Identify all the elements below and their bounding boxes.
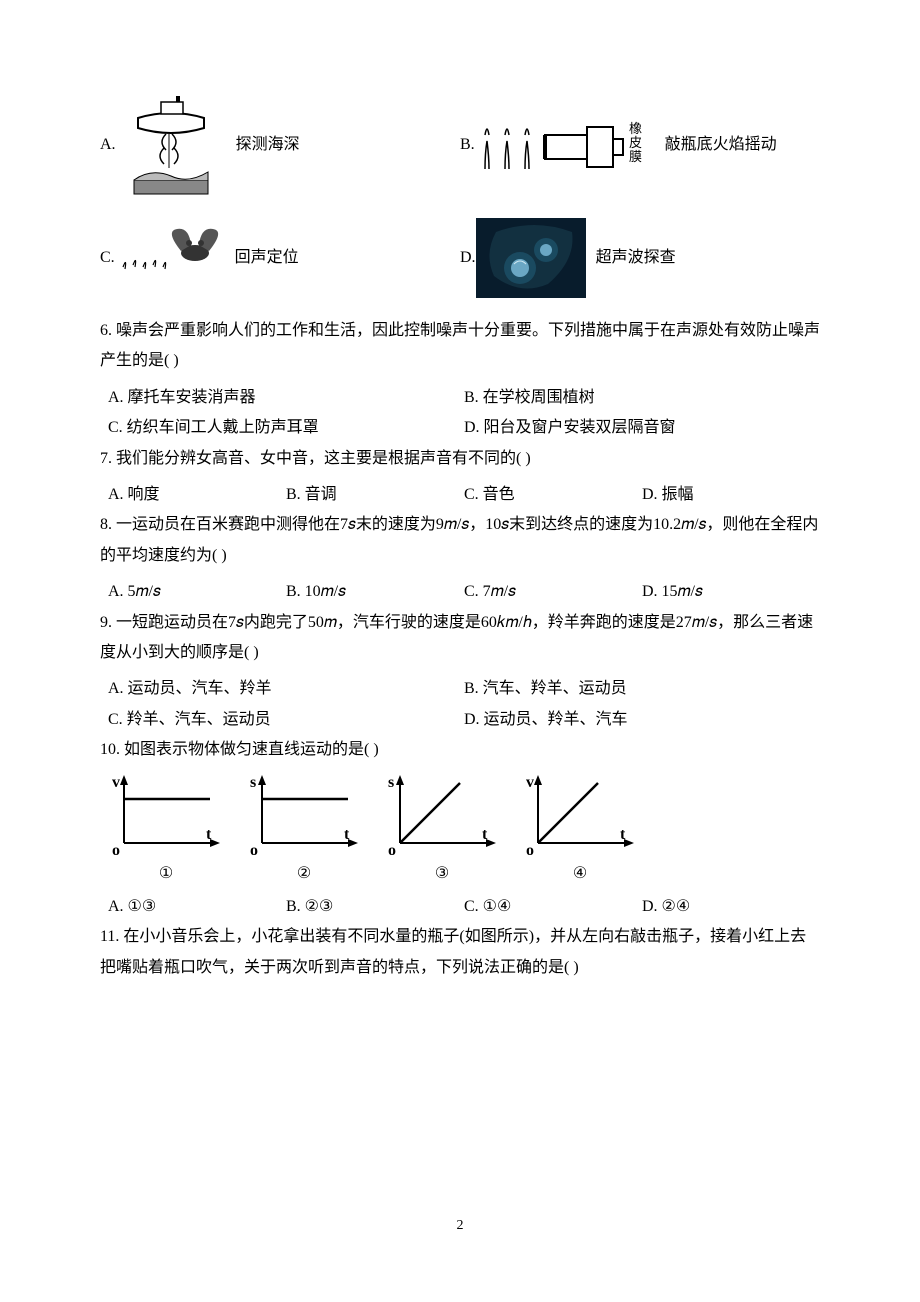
q6-stem: 噪声会严重影响人们的工作和生活，因此控制噪声十分重要。下列措施中属于在声源处有效… [100, 322, 820, 369]
q5-c-label: 回声定位 [235, 243, 299, 273]
svg-text:o: o [112, 842, 120, 859]
q7-opt-d: D. 振幅 [642, 480, 820, 510]
svg-text:s: s [388, 774, 394, 791]
q7-opt-c: C. 音色 [464, 480, 642, 510]
q5-a-label: 探测海深 [236, 130, 300, 160]
q8-options: A. 5𝑚/𝑠 B. 10𝑚/𝑠 C. 7𝑚/𝑠 D. 15𝑚/𝑠 [100, 577, 820, 607]
q7-opt-a: A. 响度 [108, 480, 286, 510]
svg-text:皮: 皮 [629, 135, 642, 150]
svg-text:v: v [112, 774, 120, 791]
svg-text:t: t [482, 826, 488, 843]
q10: 10. 如图表示物体做匀速直线运动的是( ) [100, 735, 820, 765]
q5-option-a: A. 探测海深 [100, 90, 460, 200]
q5-d-letter: D. [460, 243, 476, 273]
svg-text:t: t [620, 826, 626, 843]
q5-b-label: 敲瓶底火焰摇动 [665, 130, 777, 160]
q6: 6. 噪声会严重影响人们的工作和生活，因此控制噪声十分重要。下列措施中属于在声源… [100, 316, 820, 377]
q10-chart-1-label: ① [106, 859, 226, 889]
q9-opt-b: B. 汽车、羚羊、运动员 [464, 674, 820, 704]
q10-stem: 如图表示物体做匀速直线运动的是( ) [124, 741, 379, 758]
svg-text:t: t [206, 826, 212, 843]
q5-a-letter: A. [100, 130, 116, 160]
q8-stem: 一运动员在百米赛跑中测得他在7𝑠末的速度为9𝑚/𝑠，10𝑠末到达终点的速度为10… [100, 516, 818, 563]
q5-b-letter: B. [460, 130, 475, 160]
q6-opt-d: D. 阳台及窗户安装双层隔音窗 [464, 413, 820, 443]
q5-option-c: C. 回声定位 [100, 223, 460, 293]
q10-opt-a: A. ①③ [108, 892, 286, 922]
svg-text:o: o [388, 842, 396, 859]
svg-text:o: o [250, 842, 258, 859]
svg-text:s: s [250, 774, 256, 791]
q5-d-image [476, 218, 586, 298]
q10-chart-4: v t o ④ [520, 771, 640, 889]
svg-text:橡: 橡 [629, 121, 642, 136]
q10-chart-2-label: ② [244, 859, 364, 889]
svg-text:v: v [526, 774, 534, 791]
q6-opt-c: C. 纺织车间工人戴上防声耳罩 [108, 413, 464, 443]
svg-text:t: t [344, 826, 350, 843]
svg-text:o: o [526, 842, 534, 859]
page-number: 2 [100, 1213, 820, 1240]
q9-opt-c: C. 羚羊、汽车、运动员 [108, 705, 464, 735]
q9-stem: 一短跑运动员在7𝑠内跑完了50𝑚，汽车行驶的速度是60𝑘𝑚/ℎ，羚羊奔跑的速度是… [100, 614, 813, 661]
q8-opt-a: A. 5𝑚/𝑠 [108, 577, 286, 607]
q5-option-d: D. 超声波探查 [460, 218, 820, 298]
q5-c-image [115, 223, 225, 293]
q7-options: A. 响度 B. 音调 C. 音色 D. 振幅 [100, 480, 820, 510]
q5-option-b: B. 橡 皮 膜 敲瓶底火焰摇动 [460, 113, 820, 177]
q11-stem: 在小小音乐会上，小花拿出装有不同水量的瓶子(如图所示)，并从左向右敲击瓶子，接着… [100, 928, 806, 975]
q9-opt-d: D. 运动员、羚羊、汽车 [464, 705, 820, 735]
q11: 11. 在小小音乐会上，小花拿出装有不同水量的瓶子(如图所示)，并从左向右敲击瓶… [100, 922, 820, 983]
q5-a-image [116, 90, 226, 200]
q10-chart-3: s t o ③ [382, 771, 502, 889]
q10-options: A. ①③ B. ②③ C. ①④ D. ②④ [100, 892, 820, 922]
q8-num: 8. [100, 516, 112, 533]
q10-chart-2: s t o ② [244, 771, 364, 889]
q10-charts: v t o ① s t o ② s t o ③ [106, 771, 820, 889]
q5-row-ab: A. 探测海深 B. [100, 90, 820, 200]
q9-num: 9. [100, 614, 112, 631]
q11-num: 11. [100, 928, 119, 945]
q10-opt-b: B. ②③ [286, 892, 464, 922]
q8-opt-c: C. 7𝑚/𝑠 [464, 577, 642, 607]
q9-options: A. 运动员、汽车、羚羊 B. 汽车、羚羊、运动员 C. 羚羊、汽车、运动员 D… [100, 674, 820, 735]
q5-d-label: 超声波探查 [596, 243, 676, 273]
q8: 8. 一运动员在百米赛跑中测得他在7𝑠末的速度为9𝑚/𝑠，10𝑠末到达终点的速度… [100, 510, 820, 571]
q10-chart-4-label: ④ [520, 859, 640, 889]
q10-chart-3-label: ③ [382, 859, 502, 889]
q8-opt-b: B. 10𝑚/𝑠 [286, 577, 464, 607]
q5-row-cd: C. 回声定位 D. 超声波探查 [100, 218, 820, 298]
q10-opt-c: C. ①④ [464, 892, 642, 922]
q10-num: 10. [100, 741, 120, 758]
q7-num: 7. [100, 450, 112, 467]
q8-opt-d: D. 15𝑚/𝑠 [642, 577, 820, 607]
q7-opt-b: B. 音调 [286, 480, 464, 510]
q7-stem: 我们能分辨女高音、女中音，这主要是根据声音有不同的( ) [116, 450, 531, 467]
q9-opt-a: A. 运动员、汽车、羚羊 [108, 674, 464, 704]
q10-chart-1: v t o ① [106, 771, 226, 889]
q6-opt-b: B. 在学校周围植树 [464, 383, 820, 413]
q6-opt-a: A. 摩托车安装消声器 [108, 383, 464, 413]
q5-c-letter: C. [100, 243, 115, 273]
q5-b-image: 橡 皮 膜 [475, 113, 655, 177]
q6-options: A. 摩托车安装消声器 B. 在学校周围植树 C. 纺织车间工人戴上防声耳罩 D… [100, 383, 820, 444]
q6-num: 6. [100, 322, 112, 339]
q9: 9. 一短跑运动员在7𝑠内跑完了50𝑚，汽车行驶的速度是60𝑘𝑚/ℎ，羚羊奔跑的… [100, 608, 820, 669]
q7: 7. 我们能分辨女高音、女中音，这主要是根据声音有不同的( ) [100, 444, 820, 474]
svg-text:膜: 膜 [629, 149, 642, 164]
q10-opt-d: D. ②④ [642, 892, 820, 922]
